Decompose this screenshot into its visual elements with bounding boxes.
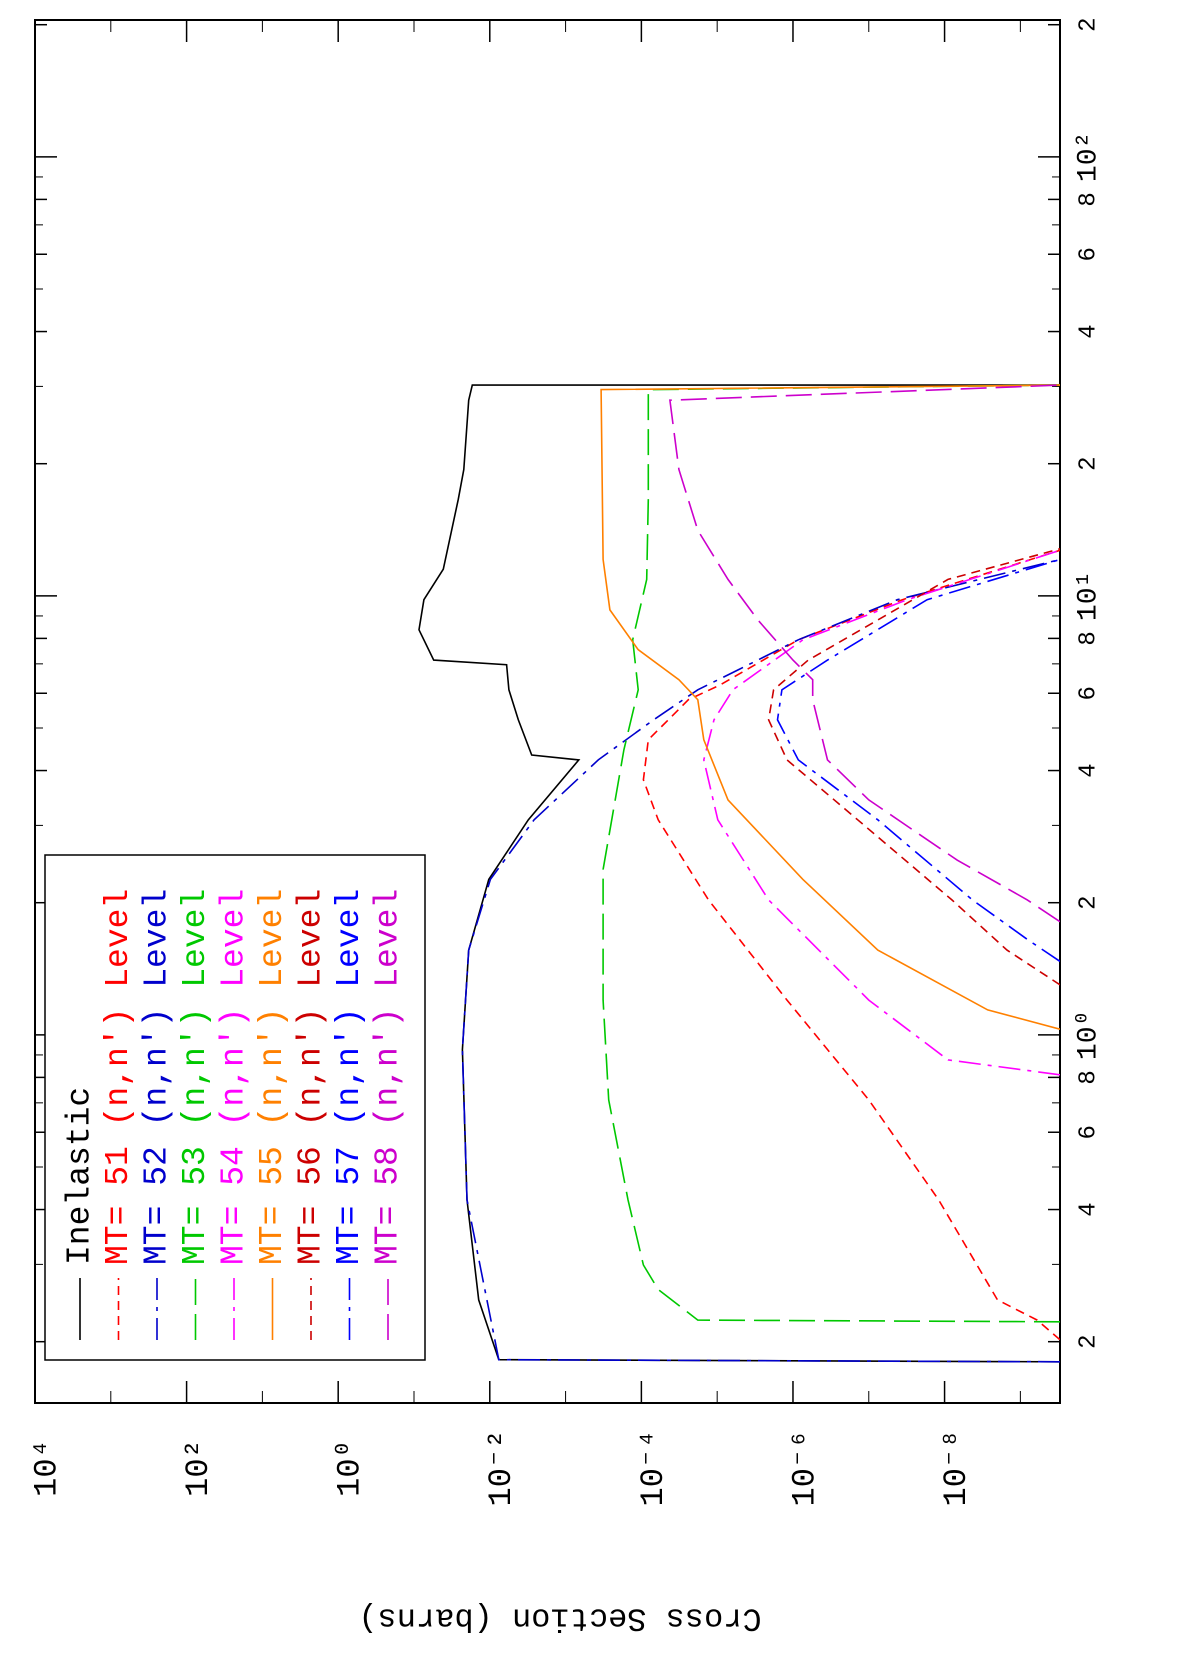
- y-tick-label: 10⁻⁸: [938, 1430, 975, 1507]
- y-tick-label: 10⁻⁶: [786, 1430, 823, 1507]
- y-tick-label: 10⁰: [332, 1439, 369, 1497]
- x-tick-label: 6: [1075, 686, 1102, 700]
- series-line: [418, 384, 1060, 1363]
- series-line: [642, 549, 1060, 1341]
- x-tick-label: 2: [1075, 1334, 1102, 1348]
- series-line: [602, 384, 1060, 1323]
- y-tick-label: 10⁴: [28, 1439, 65, 1497]
- legend-label: MT= 51 (n,n') Level: [100, 889, 137, 1265]
- series-line: [668, 384, 1060, 923]
- x-tick-label: 2: [1075, 895, 1102, 909]
- x-tick-label: 10⁰: [1073, 1010, 1104, 1060]
- legend-label: MT= 58 (n,n') Level: [370, 889, 407, 1265]
- y-tick-label: 10²: [180, 1439, 217, 1497]
- y-axis-label: Cross Section (barns): [358, 1600, 761, 1637]
- series-line: [461, 558, 1060, 1363]
- x-tick-label: 2: [1075, 18, 1102, 32]
- series-line: [767, 548, 1060, 986]
- legend-label: MT= 55 (n,n') Level: [254, 889, 291, 1265]
- x-tick-label: 4: [1075, 763, 1102, 777]
- y-tick-label: 10⁻⁴: [635, 1430, 672, 1507]
- x-tick-label: 8: [1075, 1070, 1102, 1084]
- x-tick-label: 8: [1075, 631, 1102, 645]
- x-tick-label: 10²: [1073, 132, 1104, 182]
- legend-label: MT= 54 (n,n') Level: [216, 889, 253, 1265]
- x-tick-label: 8: [1075, 192, 1102, 206]
- x-tick-label: 2: [1075, 456, 1102, 470]
- x-tick-label: 6: [1075, 1125, 1102, 1139]
- series-line: [702, 549, 1060, 1076]
- legend-label: Inelastic: [62, 1087, 99, 1265]
- legend-label: MT= 56 (n,n') Level: [293, 889, 330, 1265]
- x-tick-label: 4: [1075, 324, 1102, 338]
- legend-box: [44, 854, 426, 1361]
- x-tick-label: 4: [1075, 1202, 1102, 1216]
- legend-label: MT= 57 (n,n') Level: [331, 889, 368, 1265]
- legend-label: MT= 53 (n,n') Level: [177, 889, 214, 1265]
- x-tick-label: 6: [1075, 247, 1102, 261]
- legend-label: MT= 52 (n,n') Level: [139, 889, 176, 1265]
- series-line: [776, 558, 1060, 963]
- x-tick-label: 10¹: [1073, 571, 1104, 621]
- plot-frame: [34, 19, 1061, 1404]
- series-line: [600, 384, 1060, 1030]
- y-tick-label: 10⁻²: [483, 1430, 520, 1507]
